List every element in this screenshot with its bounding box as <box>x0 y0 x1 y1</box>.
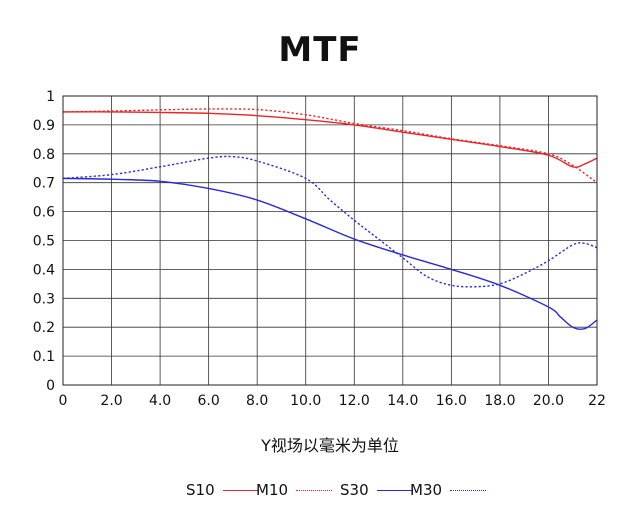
x-tick-label: 10.0 <box>290 393 321 409</box>
legend-label: M10 <box>256 481 289 499</box>
legend-label: S30 <box>340 481 369 499</box>
legend-swatch <box>450 489 487 491</box>
y-tick-label: 0 <box>46 378 55 394</box>
y-tick-label: 0.3 <box>33 291 55 307</box>
x-tick-label: 4.0 <box>149 393 171 409</box>
y-tick-label: 0.8 <box>33 147 55 163</box>
chart-title: MTF <box>278 30 362 70</box>
x-tick-label: 12.0 <box>339 393 370 409</box>
y-tick-label: 0.4 <box>33 262 55 278</box>
mtf-chart: 0 2.0 4.0 6.0 8.0 10.0 12.0 14.0 16.0 18.0 20.0 22 0… <box>33 89 606 409</box>
legend-item-m30: M30 <box>410 478 487 502</box>
x-axis-label: Y视场以毫米为单位 <box>261 436 399 455</box>
plot-frame <box>62 95 598 386</box>
grid <box>63 96 597 385</box>
legend-item-s30: S30 <box>340 478 413 502</box>
legend-label: M30 <box>410 481 443 499</box>
x-tick-label: 6.0 <box>198 393 220 409</box>
y-tick-label: 0.7 <box>33 176 55 192</box>
y-tick-label: 0.1 <box>33 349 55 365</box>
x-tick-label: 16.0 <box>436 393 467 409</box>
legend-swatch <box>296 489 333 491</box>
x-tick-label: 2.0 <box>100 393 122 409</box>
y-tick-label: 1 <box>46 89 55 105</box>
series-line-s10 <box>62 111 598 168</box>
x-tick-label: 8.0 <box>246 393 268 409</box>
y-tick-label: 0.2 <box>33 320 55 336</box>
x-tick-label: 14.0 <box>387 393 418 409</box>
x-tick-label: 0 <box>59 393 68 409</box>
tick-labels: 0 2.0 4.0 6.0 8.0 10.0 12.0 14.0 16.0 18.0 20.0 22 0… <box>33 89 606 409</box>
series-lines <box>62 108 598 330</box>
legend-swatch <box>222 489 259 491</box>
y-tick-label: 0.6 <box>33 205 55 221</box>
y-tick-label: 0.9 <box>33 118 55 134</box>
series-line-m30 <box>62 155 598 288</box>
legend-swatch <box>376 489 413 491</box>
x-tick-label: 20.0 <box>533 393 564 409</box>
x-tick-label: 22 <box>588 393 606 409</box>
legend-item-s10: S10 <box>186 478 259 502</box>
x-tick-label: 18.0 <box>484 393 515 409</box>
legend: S10 M10 S30 M30 <box>0 478 640 502</box>
series-line-m10 <box>62 108 598 184</box>
legend-label: S10 <box>186 481 215 499</box>
legend-item-m10: M10 <box>256 478 333 502</box>
y-tick-label: 0.5 <box>33 234 55 250</box>
series-line-s30 <box>62 177 598 330</box>
